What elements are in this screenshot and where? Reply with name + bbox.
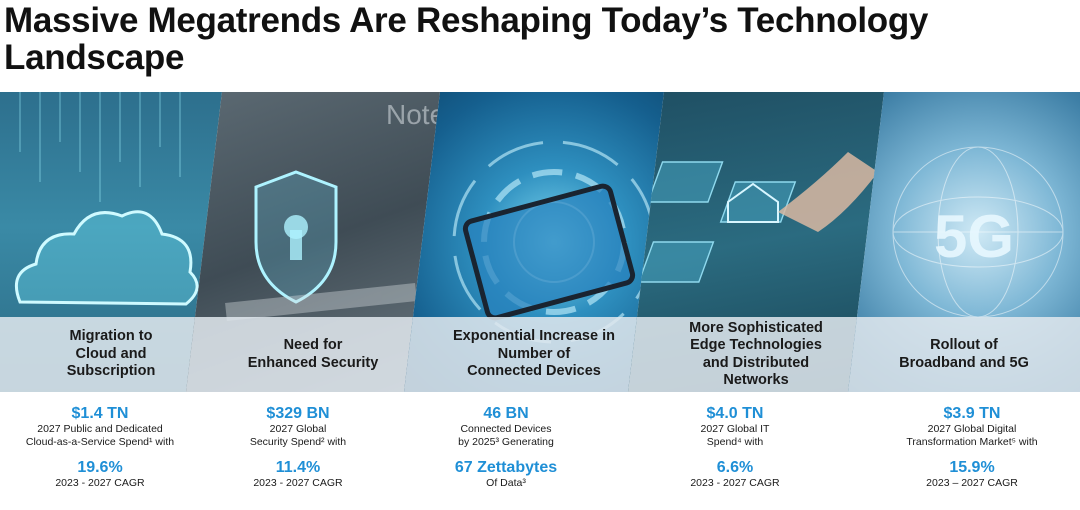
shield-lock-icon: Note (225, 99, 440, 321)
stat-secondary: 67 Zettabytes (454, 459, 558, 476)
stat-desc: 2023 - 2027 CAGR (55, 477, 145, 489)
stats-5g: $3.9 TN 2027 Global Digital Transformati… (872, 404, 1072, 490)
megatrend-panels: Migration to Cloud and Subscription Note… (0, 92, 1080, 392)
stat-desc: Of Data³ (486, 477, 526, 489)
stats-cloud: $1.4 TN 2027 Public and Dedicated Cloud-… (0, 404, 200, 490)
stat-desc: 2027 Global IT Spend⁴ with (700, 423, 770, 448)
panel-cloud: Migration to Cloud and Subscription (0, 92, 222, 392)
panel-label: Rollout of Broadband and 5G (899, 337, 1029, 371)
cloud-icon (15, 92, 199, 306)
panel-label: More Sophisticated Edge Technologies and… (689, 319, 823, 389)
panel-edge: More Sophisticated Edge Technologies and… (628, 92, 884, 392)
stat-secondary: 15.9% (949, 459, 995, 476)
five-g-text: 5G (934, 203, 1014, 270)
stats-devices: 46 BN Connected Devices by 2025³ Generat… (406, 404, 606, 490)
stat-secondary: 6.6% (716, 459, 754, 476)
panel-devices: Exponential Increase in Number of Connec… (404, 92, 664, 392)
stat-primary: $4.0 TN (706, 405, 764, 422)
stat-primary: $1.4 TN (71, 405, 129, 422)
panel-label: Exponential Increase in Number of Connec… (453, 328, 615, 380)
panel-label: Migration to Cloud and Subscription (66, 328, 156, 380)
stats-security: $329 BN 2027 Global Security Spend² with… (198, 404, 398, 490)
stat-desc: 2023 - 2027 CAGR (253, 477, 343, 489)
page-title: Massive Megatrends Are Reshaping Today’s… (4, 1, 929, 77)
stat-desc: 2023 – 2027 CAGR (926, 477, 1018, 489)
stat-secondary: 19.6% (77, 459, 123, 476)
stat-primary: 46 BN (483, 405, 529, 422)
stat-secondary: 11.4% (275, 459, 321, 476)
note-text: Note (386, 99, 440, 130)
panel-label: Need for Enhanced Security (247, 337, 379, 371)
stat-desc: 2023 - 2027 CAGR (690, 477, 780, 489)
stat-primary: $3.9 TN (943, 405, 1001, 422)
stat-primary: $329 BN (266, 405, 330, 422)
stat-desc: 2027 Global Digital Transformation Marke… (906, 423, 1038, 448)
panel-5g: 5G Rollout of Broadband and 5G (848, 92, 1080, 392)
stat-desc: 2027 Global Security Spend² with (249, 423, 347, 448)
house-icon (637, 152, 878, 283)
stat-desc: Connected Devices by 2025³ Generating (458, 423, 554, 448)
stats-edge: $4.0 TN 2027 Global IT Spend⁴ with 6.6% … (635, 404, 835, 490)
stat-desc: 2027 Public and Dedicated Cloud-as-a-Ser… (25, 423, 175, 448)
panel-security: Note Need for Enhanced Security (186, 92, 440, 392)
